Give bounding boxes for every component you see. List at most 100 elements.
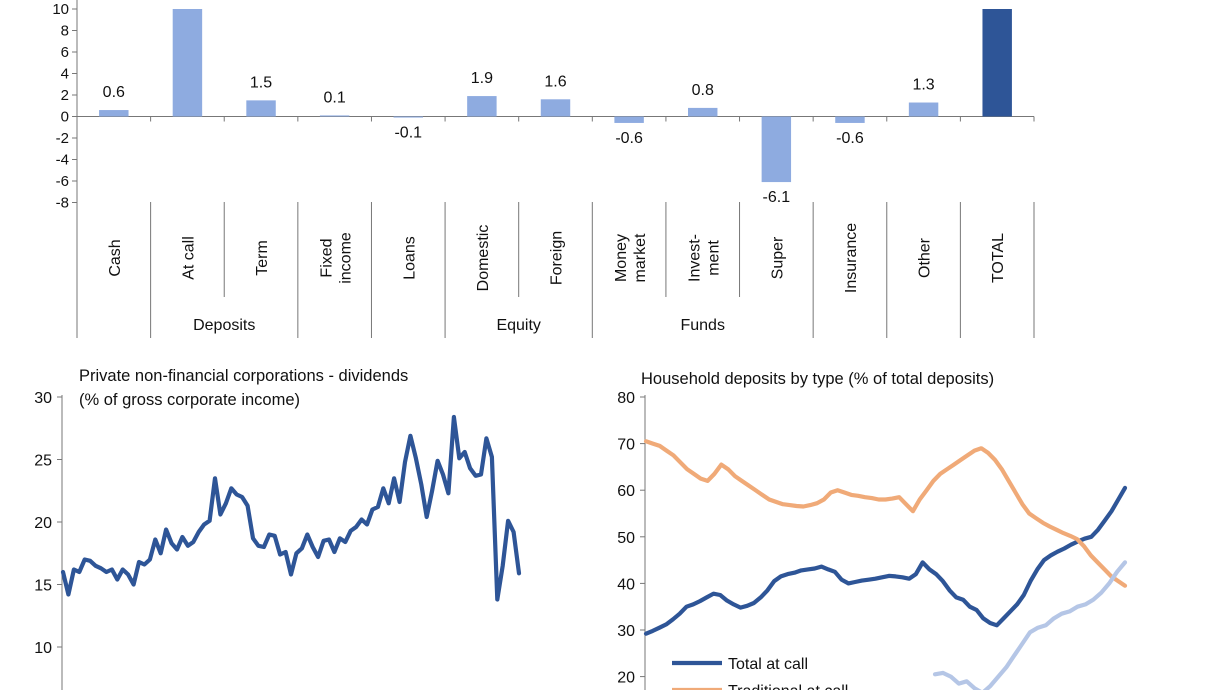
legend-background	[665, 650, 880, 690]
total-at-call-line	[643, 485, 1128, 636]
bar-category-text: Cash	[107, 239, 124, 276]
bar-3	[246, 100, 276, 117]
dividends-chart-y-axis: 30 25 20 15 10	[34, 390, 63, 690]
dividends-chart-title: Private non-financial corporations - div…	[79, 367, 408, 385]
bar-category-label: Insurance	[843, 223, 860, 293]
bar-category-label: At call	[180, 236, 197, 280]
bar-10	[761, 116, 792, 183]
y-tick-label: 15	[34, 578, 52, 595]
bar-y-tick-label: -4	[56, 152, 69, 169]
legend-label: Traditional at call	[728, 683, 848, 690]
y-tick-label: 50	[617, 530, 635, 547]
y-tick-label: 70	[617, 437, 635, 454]
bar-category-text: At call	[180, 236, 197, 280]
bar-y-tick-label: 10	[52, 1, 69, 18]
bar-category-label: Fixed income	[319, 232, 355, 284]
bar-y-tick-label: 6	[61, 44, 69, 61]
bar-chart-value-labels: 0.6 1.5 0.1 -0.1 1.9 1.6 -0.6 0.8 -6.1 -0.6 1.3	[103, 70, 935, 206]
deposits-chart-legend: Total at call Traditional at call	[665, 650, 880, 690]
bar-category-text: Super	[769, 236, 786, 279]
bar-2	[172, 9, 203, 117]
bar-13	[982, 9, 1012, 117]
y-tick-label: 25	[34, 453, 52, 470]
dividends-chart-subtitle: (% of gross corporate income)	[79, 391, 300, 409]
bar-8	[614, 116, 644, 123]
bar-category-label: Money market	[613, 233, 649, 282]
bar-category-label-line: income	[338, 232, 355, 284]
bar-7	[540, 99, 571, 117]
bar-y-tick-label: 2	[61, 87, 69, 104]
bar-value-label: 1.9	[471, 70, 493, 87]
bar-group-label: Equity	[496, 317, 540, 334]
bar-category-text: TOTAL	[990, 233, 1007, 283]
bar-category-text: Other	[917, 237, 934, 278]
bar-value-label: 0.8	[692, 82, 714, 99]
bar-value-label: 1.6	[544, 73, 566, 90]
bar-y-tick-label: 4	[61, 66, 69, 83]
deposits-chart-series	[643, 439, 1128, 690]
bar-value-label: 1.5	[250, 74, 272, 91]
bar-category-label: Invest-ment	[687, 234, 723, 282]
y-tick-label: 40	[617, 576, 635, 593]
bar-y-tick-label: 0	[61, 109, 69, 126]
deposits-line-chart: Household deposits by type (% of total d…	[617, 370, 1128, 690]
bar-chart-group-labels: Deposits Equity Funds	[76, 202, 1035, 338]
y-tick-label: 30	[34, 390, 52, 407]
bar-category-text: Insurance	[843, 223, 860, 293]
y-tick-label: 10	[34, 640, 52, 657]
bar-5	[393, 116, 423, 118]
other-at-call-line	[932, 560, 1128, 690]
traditional-at-call-line	[643, 439, 1128, 588]
bar-9	[688, 107, 718, 117]
bar-6	[467, 96, 497, 117]
y-tick-label: 30	[617, 623, 635, 640]
bar-4	[319, 115, 350, 117]
y-tick-label: 20	[34, 515, 52, 532]
bar-category-label: Loans	[401, 236, 418, 280]
bar-value-label: 1.3	[912, 77, 934, 94]
bar-chart-bars	[99, 9, 1035, 183]
bar-group-label: Funds	[680, 317, 724, 334]
bar-category-label-line: market	[632, 233, 649, 282]
bar-y-tick-label: -8	[56, 195, 69, 212]
dividends-chart-series	[60, 414, 522, 602]
bar-y-tick-label: -6	[56, 173, 69, 190]
y-tick-label: 80	[617, 390, 635, 407]
bar-category-text: Foreign	[549, 231, 566, 285]
bar-category-label: Super	[769, 236, 786, 279]
bar-value-label: 0.6	[103, 84, 125, 101]
bar-category-label: Other	[917, 237, 934, 278]
bar-group-label: Deposits	[193, 317, 255, 334]
bar-value-label: -0.1	[394, 125, 422, 142]
bar-chart-category-labels: Cash At call Term Fixed income Loans Domestic F…	[107, 223, 1007, 293]
bar-chart-y-axis: 10 8 6 4 2 0 -2 -4 -6 -8	[52, 0, 1034, 212]
dividends-line-chart: Private non-financial corporations - div…	[34, 367, 522, 690]
y-tick-label: 60	[617, 483, 635, 500]
bar-value-label: -0.6	[615, 130, 643, 147]
bar-category-label-line: Invest-	[687, 234, 704, 282]
bar-category-text: Loans	[401, 236, 418, 280]
dividends-series-line	[60, 414, 522, 602]
bar-12	[908, 102, 939, 117]
bar-category-label: Term	[254, 240, 271, 276]
bar-11	[835, 116, 865, 123]
bar-value-label: -6.1	[763, 189, 791, 206]
bar-category-label-line: ment	[706, 240, 723, 276]
bar-y-tick-label: -2	[56, 130, 69, 147]
bar-category-label: Domestic	[475, 225, 492, 292]
bar-category-text: Domestic	[475, 225, 492, 292]
deposits-chart-y-axis: 80 70 60 50 40 30 20	[617, 390, 646, 690]
legend-label: Total at call	[728, 656, 808, 673]
bar-y-tick-label: 8	[61, 23, 69, 40]
bar-category-label: TOTAL	[990, 233, 1007, 283]
bar-category-label-line: Fixed	[319, 238, 336, 277]
deposits-chart-title: Household deposits by type (% of total d…	[641, 370, 994, 388]
bar-category-label-line: Money	[613, 234, 630, 282]
bar-category-text: Term	[254, 240, 271, 276]
bar-1	[99, 110, 129, 117]
bar-category-label: Foreign	[549, 231, 566, 285]
bar-value-label: -0.6	[836, 130, 864, 147]
bar-value-label: 0.1	[324, 89, 346, 106]
bar-category-label: Cash	[107, 239, 124, 276]
